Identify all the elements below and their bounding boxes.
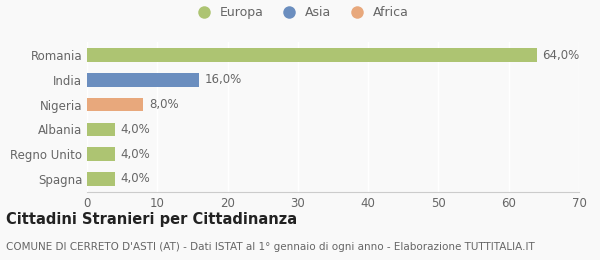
Bar (87, 73, 199, 87)
Text: Cittadini Stranieri per Cittadinanza: Cittadini Stranieri per Cittadinanza (6, 212, 297, 227)
Bar (87, 147, 115, 161)
Bar (87, 122, 115, 136)
Bar (87, 98, 143, 112)
Text: 8,0%: 8,0% (149, 98, 178, 111)
Text: 4,0%: 4,0% (121, 172, 151, 185)
Text: 16,0%: 16,0% (205, 73, 242, 86)
Bar (87, 172, 115, 186)
Text: 4,0%: 4,0% (121, 148, 151, 161)
Text: COMUNE DI CERRETO D'ASTI (AT) - Dati ISTAT al 1° gennaio di ogni anno - Elaboraz: COMUNE DI CERRETO D'ASTI (AT) - Dati IST… (6, 242, 535, 252)
Text: 4,0%: 4,0% (121, 123, 151, 136)
Text: 64,0%: 64,0% (542, 49, 580, 62)
Bar (87, 48, 537, 62)
Legend: Europa, Asia, Africa: Europa, Asia, Africa (191, 6, 409, 19)
